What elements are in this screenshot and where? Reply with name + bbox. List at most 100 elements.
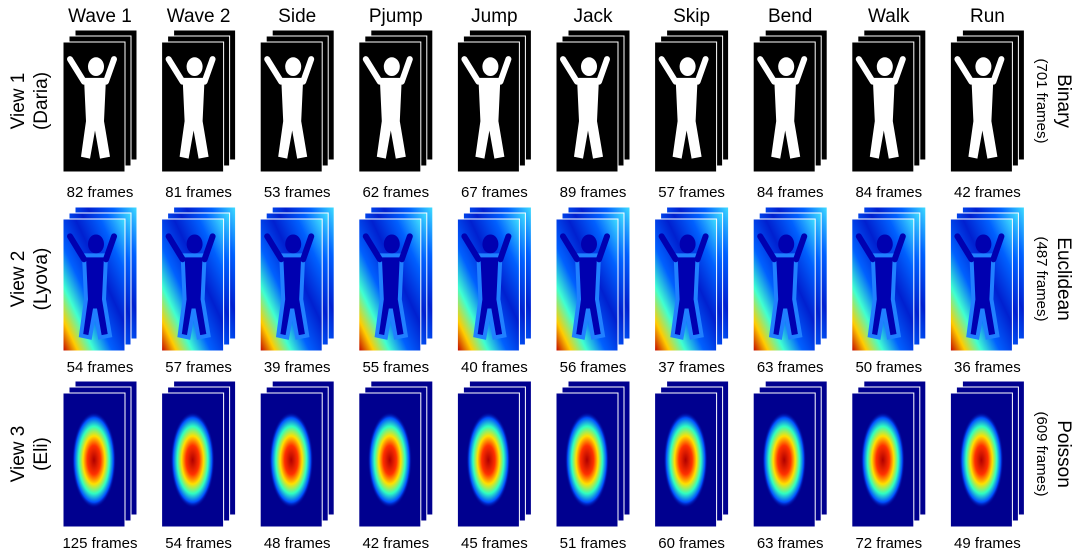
heat-blob	[762, 412, 806, 508]
row-method: Euclidean	[1053, 237, 1074, 320]
frame-stack	[950, 381, 1024, 527]
frame-count: 84 frames	[855, 184, 922, 201]
row-subject: (Eli)	[31, 437, 52, 471]
frame-count: 57 frames	[658, 184, 725, 201]
heat-blob	[368, 412, 412, 508]
frame-stack	[556, 381, 630, 527]
frame-count: 51 frames	[560, 535, 627, 552]
figure-head	[975, 234, 991, 253]
frame-stack	[655, 381, 729, 527]
frame-count: 84 frames	[757, 184, 824, 201]
frame-stack	[457, 381, 531, 527]
heat-blob	[861, 412, 905, 508]
frame-stack	[162, 207, 236, 351]
column-header: Wave 2	[167, 6, 231, 27]
frame-stack	[63, 30, 137, 172]
row-total: (609 frames)	[1033, 411, 1050, 496]
heat-blob	[664, 412, 708, 508]
figure-head	[877, 234, 893, 253]
heat-blob	[466, 412, 510, 508]
frame-stack	[556, 30, 630, 172]
figure-head	[384, 234, 400, 253]
frame-count: 72 frames	[855, 535, 922, 552]
frame-stack	[260, 207, 334, 351]
column-header: Skip	[673, 6, 710, 27]
row-total: (701 frames)	[1033, 58, 1050, 143]
figure-head	[778, 57, 794, 76]
frame-stack	[556, 207, 630, 351]
row-method: Poisson	[1053, 420, 1074, 488]
figure: Wave 1Wave 2SidePjumpJumpJackSkipBendWal…	[0, 0, 1079, 558]
frame-count: 42 frames	[362, 535, 429, 552]
row-total: (487 frames)	[1033, 236, 1050, 321]
frame-stack	[753, 381, 827, 527]
frame-count: 42 frames	[954, 184, 1021, 201]
row-subject: (Daria)	[31, 72, 52, 130]
figure-head	[88, 234, 104, 253]
frame-stack	[260, 30, 334, 172]
frame-count: 53 frames	[264, 184, 331, 201]
row-view: View 2	[8, 251, 29, 308]
frame-stack	[63, 381, 137, 527]
frame-stack	[753, 30, 827, 172]
column-header: Bend	[768, 6, 812, 27]
frame-count: 54 frames	[67, 359, 134, 376]
figure-head	[285, 234, 301, 253]
frame-stack	[852, 207, 926, 351]
frame-stack	[359, 207, 433, 351]
figure-head	[877, 57, 893, 76]
frame-count: 89 frames	[560, 184, 627, 201]
frame-stack	[950, 207, 1024, 351]
heat-blob	[565, 412, 609, 508]
frame-stack	[260, 381, 334, 527]
frame-count: 40 frames	[461, 359, 528, 376]
frame-count: 36 frames	[954, 359, 1021, 376]
heat-blob	[959, 412, 1003, 508]
figure-head	[88, 57, 104, 76]
frame-stack	[852, 381, 926, 527]
column-header: Run	[970, 6, 1005, 27]
frame-count: 82 frames	[67, 184, 134, 201]
heat-blob	[269, 412, 313, 508]
frame-count: 37 frames	[658, 359, 725, 376]
column-header: Side	[278, 6, 316, 27]
frame-stack	[655, 207, 729, 351]
frame-stack	[63, 207, 137, 351]
column-header: Jack	[573, 6, 613, 27]
frame-stack	[162, 30, 236, 172]
column-header: Jump	[471, 6, 517, 27]
frame-stack	[457, 207, 531, 351]
figure-head	[384, 57, 400, 76]
column-header: Walk	[868, 6, 910, 27]
figure-head	[778, 234, 794, 253]
frame-count: 54 frames	[165, 535, 232, 552]
figure-head	[187, 234, 203, 253]
frame-count: 56 frames	[560, 359, 627, 376]
frame-stack	[753, 207, 827, 351]
frame-count: 39 frames	[264, 359, 331, 376]
frame-count: 57 frames	[165, 359, 232, 376]
frame-count: 63 frames	[757, 535, 824, 552]
column-header: Pjump	[369, 6, 423, 27]
frame-count: 48 frames	[264, 535, 331, 552]
frame-count: 50 frames	[855, 359, 922, 376]
figure-head	[581, 234, 597, 253]
frame-stack	[457, 30, 531, 172]
frame-count: 60 frames	[658, 535, 725, 552]
frame-count: 45 frames	[461, 535, 528, 552]
frame-stack	[359, 30, 433, 172]
heat-blob	[72, 412, 116, 508]
row-method: Binary	[1053, 74, 1074, 128]
figure-head	[482, 57, 498, 76]
frame-count: 55 frames	[362, 359, 429, 376]
frame-count: 49 frames	[954, 535, 1021, 552]
figure-head	[581, 57, 597, 76]
frame-count: 62 frames	[362, 184, 429, 201]
frame-stack	[950, 30, 1024, 172]
row-view: View 1	[8, 73, 29, 130]
heat-blob	[171, 412, 215, 508]
frame-stack	[359, 381, 433, 527]
frame-count: 81 frames	[165, 184, 232, 201]
figure-head	[975, 57, 991, 76]
frame-count: 63 frames	[757, 359, 824, 376]
